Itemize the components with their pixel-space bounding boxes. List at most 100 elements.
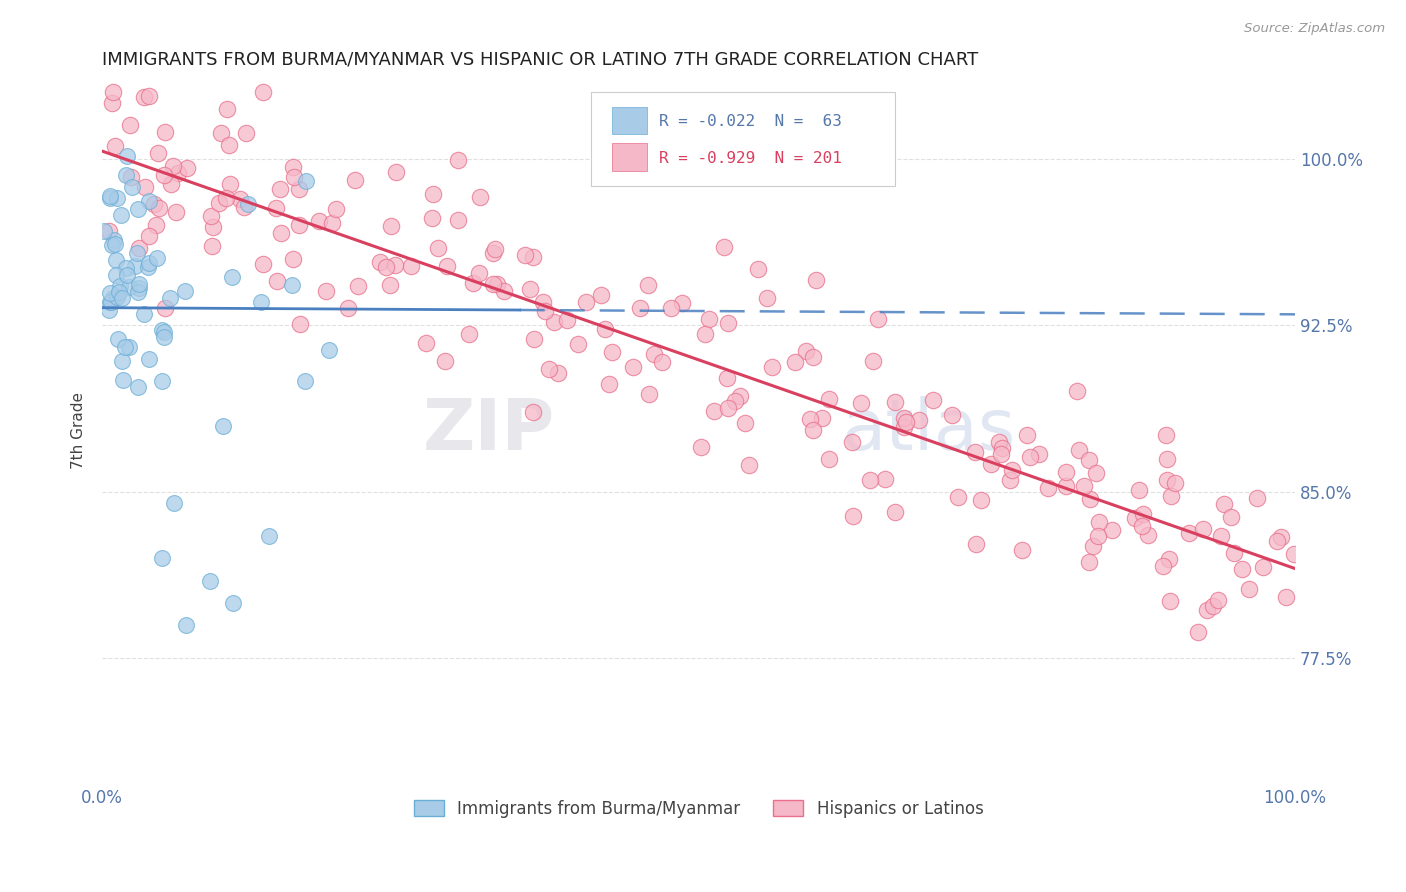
Point [593,322,616,336]
Point [1267,533,1289,548]
Point [128,277,150,291]
Point [1157,552,1180,566]
Point [98,294,121,309]
Point [159,291,181,305]
Point [163,496,186,510]
Point [269,182,291,196]
Point [1275,590,1298,604]
Point [941,409,963,423]
Point [120,169,142,184]
Point [948,490,970,504]
Point [980,458,1002,472]
Point [153,329,176,343]
Point [1087,515,1109,529]
Point [893,411,915,425]
Point [221,269,243,284]
Point [522,405,544,419]
Point [801,350,824,364]
Point [138,88,160,103]
Text: atlas: atlas [842,396,1017,466]
Point [427,241,450,255]
Point [128,281,150,295]
Point [325,202,347,217]
Point [1270,530,1292,544]
Point [294,375,316,389]
Point [283,170,305,185]
Point [659,301,682,315]
Point [494,284,516,298]
Point [998,473,1021,487]
Point [513,248,536,262]
Text: R = -0.022  N =  63: R = -0.022 N = 63 [659,114,842,129]
Point [270,226,292,240]
Point [136,260,159,274]
Point [380,278,402,293]
Point [1156,473,1178,487]
Point [1154,427,1177,442]
Legend: Immigrants from Burma/Myanmar, Hispanics or Latinos: Immigrants from Burma/Myanmar, Hispanics… [406,793,990,824]
Point [689,440,711,454]
Point [145,218,167,232]
Point [103,233,125,247]
Point [118,279,141,293]
Point [1177,526,1199,541]
Point [236,196,259,211]
Point [287,218,309,232]
Point [1011,542,1033,557]
Point [1036,482,1059,496]
Point [167,166,190,180]
Point [1160,489,1182,503]
Point [468,267,491,281]
Point [159,177,181,191]
Point [104,139,127,153]
Point [884,505,907,519]
Point [138,255,160,269]
Point [257,529,280,543]
Point [908,413,931,427]
Point [142,196,165,211]
Text: Source: ZipAtlas.com: Source: ZipAtlas.com [1244,22,1385,36]
Point [671,296,693,310]
Point [481,277,503,291]
Point [422,186,444,201]
Point [447,153,470,167]
Point [1222,546,1244,560]
Point [150,551,173,566]
Point [1213,497,1236,511]
Point [458,326,481,341]
Point [1084,466,1107,480]
Point [384,258,406,272]
Point [1128,483,1150,497]
Point [229,193,252,207]
Point [162,159,184,173]
Point [98,303,121,318]
FancyBboxPatch shape [612,143,647,170]
Point [380,219,402,233]
Point [643,347,665,361]
Point [134,90,156,104]
Point [893,420,915,434]
Text: R = -0.929  N = 201: R = -0.929 N = 201 [659,152,842,167]
Point [533,304,555,318]
Point [385,165,408,179]
Point [118,340,141,354]
Point [101,237,124,252]
Point [519,282,541,296]
Point [110,279,132,293]
Point [283,161,305,175]
Point [963,445,986,459]
Point [1164,475,1187,490]
Point [716,370,738,384]
Text: IMMIGRANTS FROM BURMA/MYANMAR VS HISPANIC OR LATINO 7TH GRADE CORRELATION CHART: IMMIGRANTS FROM BURMA/MYANMAR VS HISPANI… [103,51,979,69]
Point [153,125,176,139]
Point [235,126,257,140]
Point [434,354,457,368]
Point [93,224,115,238]
Point [1001,462,1024,476]
Point [138,194,160,209]
Point [153,326,176,340]
Point [1081,539,1104,553]
Point [884,395,907,409]
Point [543,314,565,328]
Point [804,273,827,287]
